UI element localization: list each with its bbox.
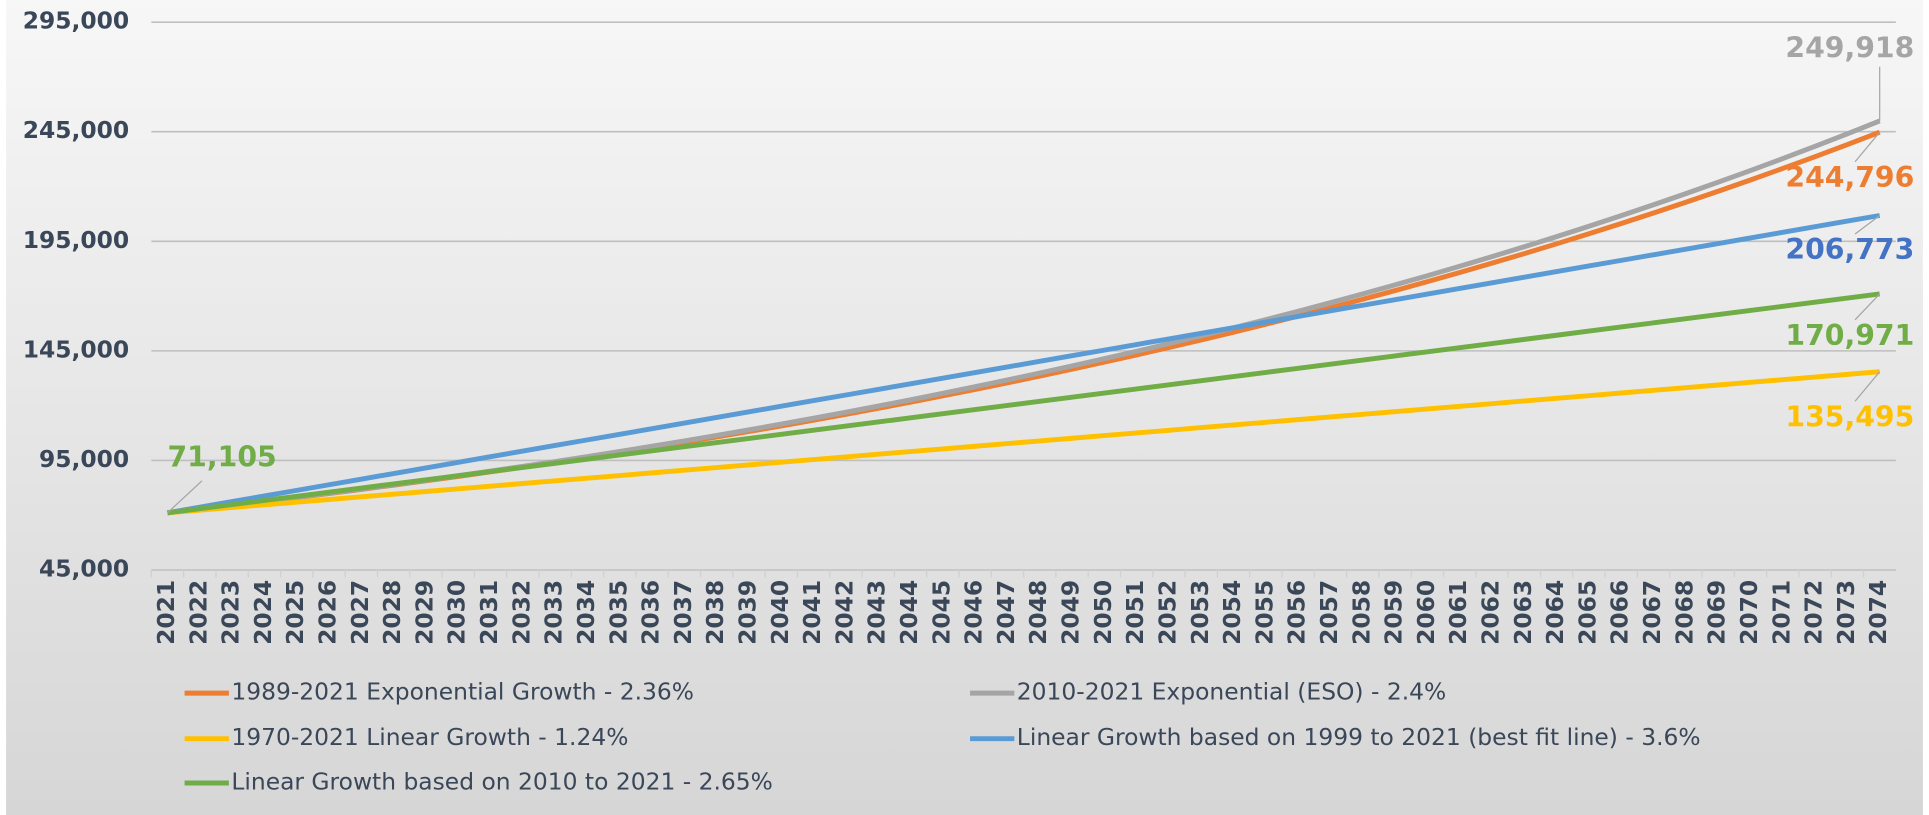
x-tick-label: 2062 bbox=[1477, 580, 1505, 645]
x-tick-label: 2021 bbox=[152, 580, 180, 645]
x-tick-label: 2028 bbox=[378, 580, 406, 645]
y-tick-label: 195,000 bbox=[23, 226, 129, 254]
x-tick-label: 2061 bbox=[1444, 580, 1472, 645]
x-tick-label: 2035 bbox=[604, 580, 632, 645]
x-tick-label: 2046 bbox=[960, 580, 988, 645]
data-label: 170,971 bbox=[1785, 319, 1914, 352]
x-tick-label: 2074 bbox=[1864, 580, 1892, 645]
x-tick-label: 2024 bbox=[249, 580, 277, 645]
x-tick-label: 2022 bbox=[184, 580, 212, 645]
x-tick-label: 2048 bbox=[1024, 580, 1052, 645]
leader-line bbox=[1854, 215, 1881, 235]
series-line bbox=[167, 291, 1881, 516]
x-tick-label: 2050 bbox=[1089, 580, 1117, 645]
x-tick-label: 2036 bbox=[637, 580, 665, 645]
legend-label: Linear Growth based on 2010 to 2021 - 2.… bbox=[231, 767, 773, 795]
x-tick-label: 2067 bbox=[1638, 580, 1666, 645]
x-tick-label: 2065 bbox=[1573, 580, 1601, 645]
legend-label: 1970-2021 Linear Growth - 1.24% bbox=[231, 723, 628, 751]
x-tick-label: 2031 bbox=[475, 580, 503, 645]
x-tick-label: 2030 bbox=[443, 580, 471, 645]
x-tick-label: 2066 bbox=[1606, 580, 1634, 645]
x-tick-label: 2051 bbox=[1121, 580, 1149, 645]
x-tick-label: 2047 bbox=[992, 580, 1020, 645]
x-tick-label: 2041 bbox=[798, 580, 826, 645]
leader-line bbox=[1854, 293, 1881, 321]
x-tick-label: 2070 bbox=[1735, 580, 1763, 645]
y-tick-label: 245,000 bbox=[23, 116, 129, 144]
x-tick-label: 2064 bbox=[1541, 580, 1569, 645]
x-tick-label: 2037 bbox=[669, 580, 697, 645]
y-tick-label: 45,000 bbox=[39, 555, 129, 583]
x-tick-label: 2059 bbox=[1380, 580, 1408, 645]
y-tick-label: 145,000 bbox=[23, 335, 129, 363]
data-label: 206,773 bbox=[1785, 233, 1914, 266]
x-tick-label: 2055 bbox=[1250, 580, 1278, 645]
x-tick-label: 2044 bbox=[895, 580, 923, 645]
x-tick-label: 2073 bbox=[1832, 580, 1860, 645]
x-tick-label: 2042 bbox=[830, 580, 858, 645]
x-tick-label: 2026 bbox=[314, 580, 342, 645]
x-tick-label: 2052 bbox=[1153, 580, 1181, 645]
x-tick-label: 2033 bbox=[540, 580, 568, 645]
x-tick-label: 2068 bbox=[1670, 580, 1698, 645]
legend-label: 1989-2021 Exponential Growth - 2.36% bbox=[231, 678, 694, 706]
x-tick-label: 2071 bbox=[1767, 580, 1795, 645]
data-label: 71,105 bbox=[167, 441, 276, 474]
x-tick-label: 2039 bbox=[733, 580, 761, 645]
x-tick-label: 2045 bbox=[927, 580, 955, 645]
x-tick-label: 2054 bbox=[1218, 580, 1246, 645]
x-tick-label: 2072 bbox=[1800, 580, 1828, 645]
series-line bbox=[167, 213, 1881, 516]
background bbox=[6, 0, 1923, 815]
x-tick-label: 2056 bbox=[1283, 580, 1311, 645]
x-tick-label: 2038 bbox=[701, 580, 729, 645]
leader-line bbox=[1854, 371, 1881, 402]
series-line bbox=[167, 369, 1880, 516]
x-tick-label: 2034 bbox=[572, 580, 600, 645]
leader-line bbox=[167, 480, 203, 514]
x-tick-label: 2040 bbox=[766, 580, 794, 645]
x-tick-label: 2063 bbox=[1509, 580, 1537, 645]
x-tick-label: 2029 bbox=[410, 580, 438, 645]
x-tick-label: 2025 bbox=[281, 580, 309, 645]
x-tick-label: 2069 bbox=[1703, 580, 1731, 645]
x-tick-label: 2057 bbox=[1315, 580, 1343, 645]
data-label: 249,918 bbox=[1785, 32, 1914, 65]
x-tick-label: 2049 bbox=[1057, 580, 1085, 645]
data-label: 135,495 bbox=[1785, 400, 1914, 433]
x-tick-label: 2053 bbox=[1186, 580, 1214, 645]
leader-line bbox=[1854, 131, 1881, 163]
x-tick-label: 2032 bbox=[507, 580, 535, 645]
legend-label: 2010-2021 Exponential (ESO) - 2.4% bbox=[1017, 678, 1446, 706]
y-tick-label: 95,000 bbox=[39, 445, 129, 473]
x-tick-label: 2058 bbox=[1347, 580, 1375, 645]
x-tick-label: 2043 bbox=[863, 580, 891, 645]
legend-label: Linear Growth based on 1999 to 2021 (bes… bbox=[1017, 723, 1701, 751]
x-tick-label: 2023 bbox=[217, 580, 245, 645]
x-tick-label: 2027 bbox=[346, 580, 374, 645]
data-label: 244,796 bbox=[1785, 161, 1914, 194]
x-tick-label: 2060 bbox=[1412, 580, 1440, 645]
y-tick-label: 295,000 bbox=[23, 7, 129, 35]
